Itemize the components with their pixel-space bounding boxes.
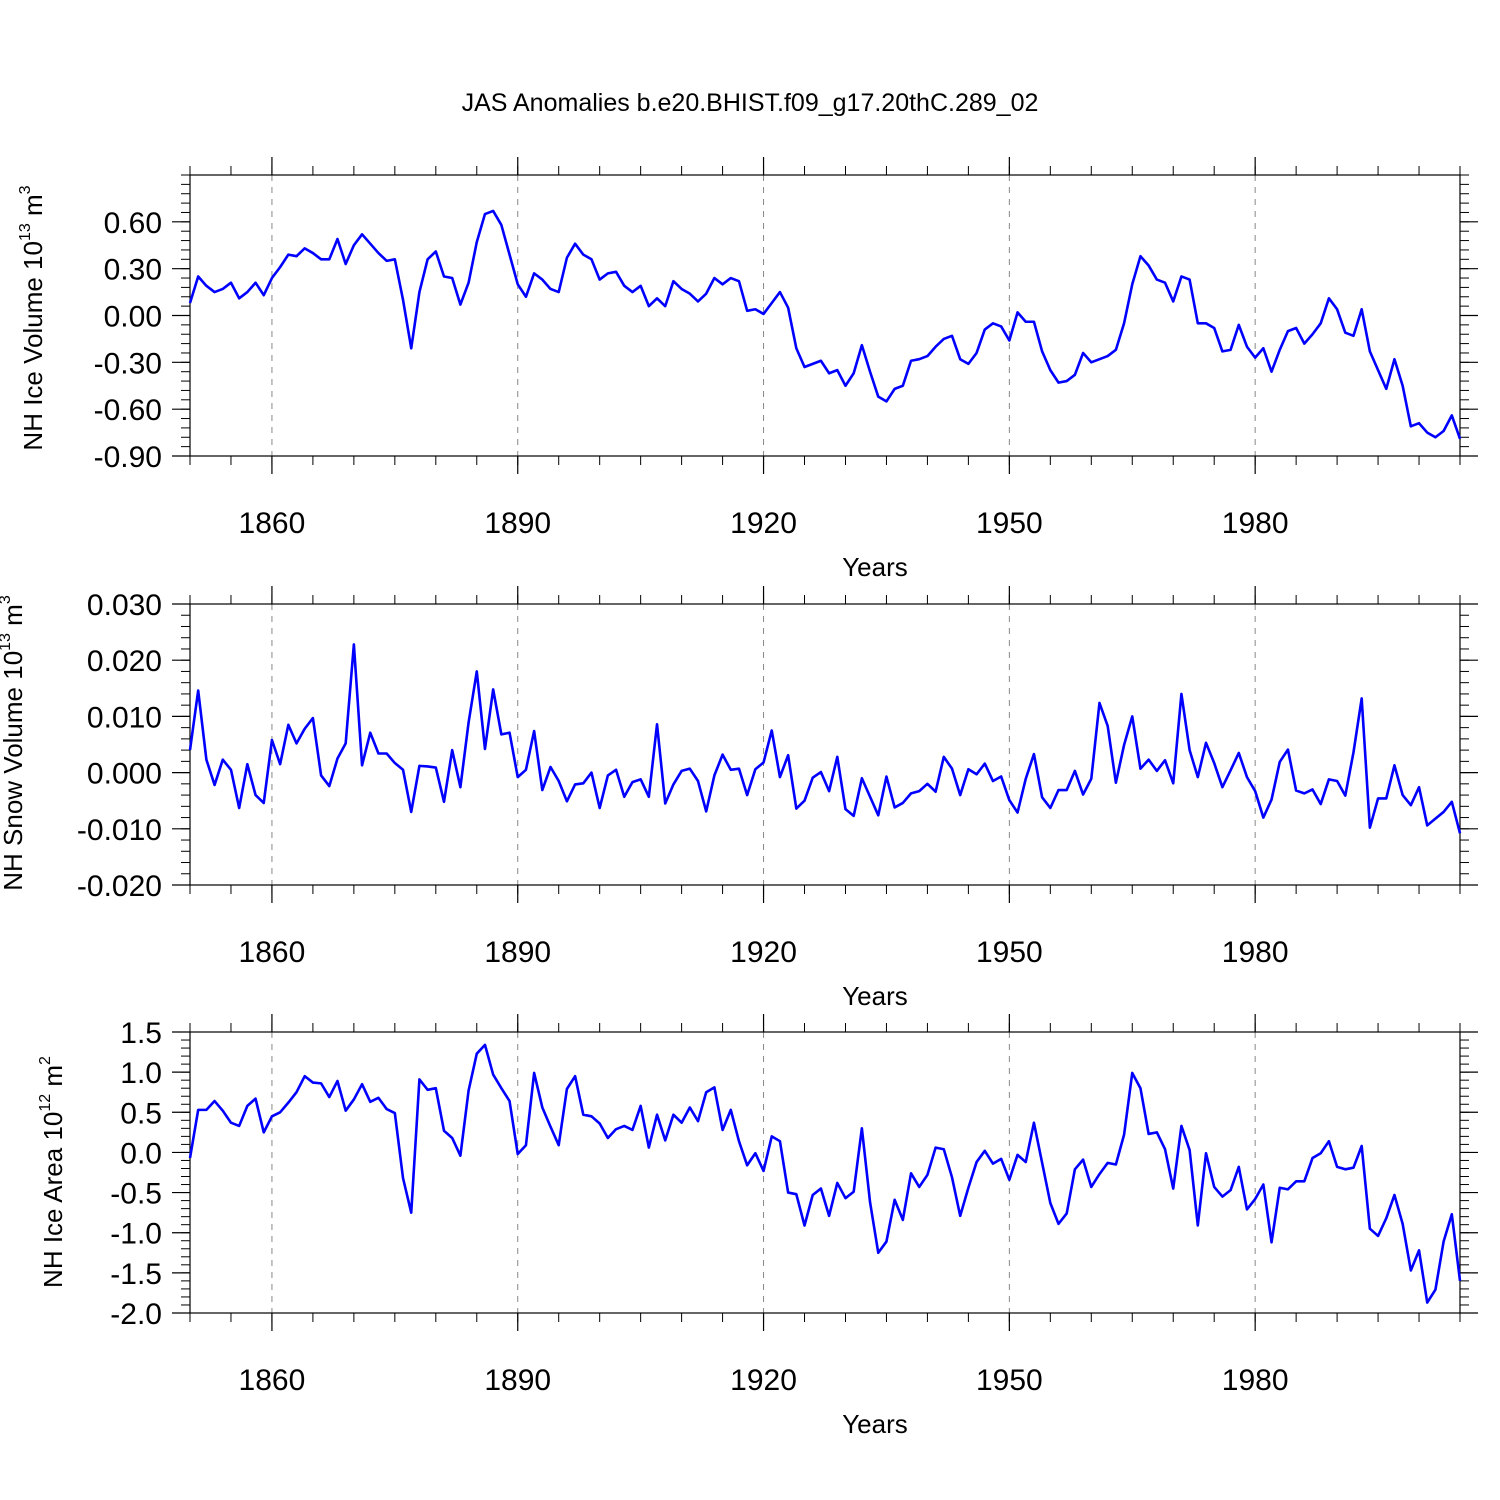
x-axis-label: Years xyxy=(842,981,908,1011)
y-tick-label--0.5: -0.5 xyxy=(110,1178,162,1211)
y-axis-label-text: NH Ice Area 10 xyxy=(38,1112,68,1288)
y-axis-label-unit-exponent: 2 xyxy=(37,1056,54,1065)
y-tick-label--1.0: -1.0 xyxy=(110,1218,162,1251)
x-tick-label-1890: 1890 xyxy=(484,1364,551,1397)
y-tick-label-0.60: 0.60 xyxy=(104,207,162,240)
series-line-snow-volume xyxy=(188,643,1462,834)
figure-title: JAS Anomalies b.e20.BHIST.f09_g17.20thC.… xyxy=(462,89,1039,117)
x-axis-label: Years xyxy=(842,552,908,582)
y-axis-label-exponent: 12 xyxy=(37,1094,54,1112)
y-axis-label: NH Ice Area 1012 m2 xyxy=(37,1056,68,1288)
y-tick-label-0.010: 0.010 xyxy=(87,701,162,734)
y-tick-label--0.30: -0.30 xyxy=(94,347,162,380)
y-axis-label-text: NH Snow Volume 10 xyxy=(0,651,28,891)
x-tick-label-1950: 1950 xyxy=(976,507,1043,540)
y-tick-label--0.020: -0.020 xyxy=(77,870,162,903)
y-tick-label--0.010: -0.010 xyxy=(77,814,162,847)
panels: 1860 1890 1920 1950 1980-0.90-0.60-0.300.000… xyxy=(0,157,1478,1439)
y-axis-label-unit-exponent: 3 xyxy=(0,595,14,604)
y-axis-label: NH Ice Volume 1013 m3 xyxy=(17,185,48,450)
x-tick-label-1950: 1950 xyxy=(976,936,1043,969)
x-tick-label-1890: 1890 xyxy=(484,507,551,540)
y-tick-label-1.0: 1.0 xyxy=(120,1057,162,1090)
x-tick-label-1920: 1920 xyxy=(730,507,797,540)
y-axis-label-text: NH Ice Volume 10 xyxy=(18,241,48,451)
y-axis-label-unit: m xyxy=(18,194,48,223)
y-tick-label--1.5: -1.5 xyxy=(110,1258,162,1291)
y-tick-label-0.00: 0.00 xyxy=(104,301,162,334)
y-tick-label-0.020: 0.020 xyxy=(87,645,162,678)
y-axis-label-exponent: 13 xyxy=(17,223,34,241)
x-tick-label-1920: 1920 xyxy=(730,1364,797,1397)
y-axis-label-unit: m xyxy=(38,1065,68,1094)
x-tick-label-1860: 1860 xyxy=(239,1364,306,1397)
y-axis-label-unit: m xyxy=(0,604,28,633)
x-tick-label-1920: 1920 xyxy=(730,936,797,969)
x-tick-label-1860: 1860 xyxy=(239,936,306,969)
x-axis-label: Years xyxy=(842,1409,908,1439)
y-tick-label-0.30: 0.30 xyxy=(104,254,162,287)
y-tick-label-0.5: 0.5 xyxy=(120,1097,162,1130)
y-tick-label-0.0: 0.0 xyxy=(120,1137,162,1170)
x-tick-label-1890: 1890 xyxy=(484,936,551,969)
panel-ice-area: 1860 1890 1920 1950 1980 -2.0 -1.5 -1.0 -0.5 0.0 0… xyxy=(37,1014,1478,1439)
x-tick-label-1980: 1980 xyxy=(1222,1364,1289,1397)
y-tick-label--2.0: -2.0 xyxy=(110,1298,162,1331)
y-axis-label-unit-exponent: 3 xyxy=(17,185,34,194)
panel-snow-volume: 1860 1890 1920 1950 1980 -0.020 -0.010 0.000 0.0… xyxy=(0,586,1478,1011)
plot-frame xyxy=(189,1031,1461,1314)
x-tick-label-1980: 1980 xyxy=(1222,936,1289,969)
y-tick-label-0.000: 0.000 xyxy=(87,758,162,791)
series-line-ice-area xyxy=(188,1043,1462,1304)
y-tick-label-0.030: 0.030 xyxy=(87,589,162,622)
x-tick-label-1860: 1860 xyxy=(239,507,306,540)
y-tick-label--0.60: -0.60 xyxy=(94,394,162,427)
y-tick-label--0.90: -0.90 xyxy=(94,441,162,474)
y-axis-label-exponent: 13 xyxy=(0,633,14,651)
y-axis-label: NH Snow Volume 1013 m3 xyxy=(0,595,28,891)
x-tick-label-1980: 1980 xyxy=(1222,507,1289,540)
y-tick-label-1.5: 1.5 xyxy=(120,1017,162,1050)
series-line-ice-volume xyxy=(188,209,1462,440)
panel-ice-volume: 1860 1890 1920 1950 1980 -0.90 -0.60 -0.30 0.00 0… xyxy=(17,157,1478,582)
x-tick-label-1950: 1950 xyxy=(976,1364,1043,1397)
